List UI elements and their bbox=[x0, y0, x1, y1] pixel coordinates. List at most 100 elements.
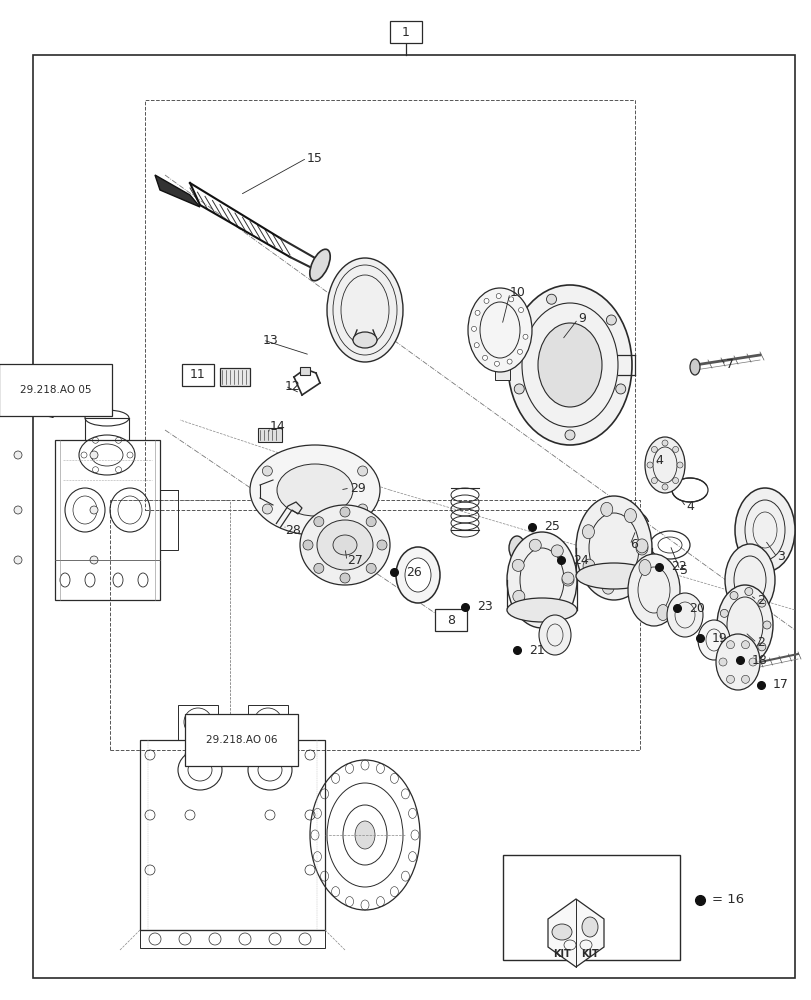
Ellipse shape bbox=[715, 634, 759, 690]
Ellipse shape bbox=[474, 310, 479, 315]
Text: 28: 28 bbox=[285, 524, 301, 536]
Text: 29.218.AO 05: 29.218.AO 05 bbox=[20, 385, 92, 395]
Text: 24: 24 bbox=[573, 554, 588, 566]
Ellipse shape bbox=[14, 451, 22, 459]
Ellipse shape bbox=[729, 592, 737, 600]
Bar bbox=[109, 500, 639, 750]
Ellipse shape bbox=[517, 349, 521, 354]
Text: 17: 17 bbox=[772, 678, 788, 692]
Ellipse shape bbox=[376, 540, 387, 550]
Ellipse shape bbox=[513, 384, 524, 394]
Text: 19: 19 bbox=[711, 632, 727, 644]
Ellipse shape bbox=[354, 821, 375, 849]
Ellipse shape bbox=[262, 504, 272, 514]
Ellipse shape bbox=[635, 539, 647, 553]
Text: KIT: KIT bbox=[581, 949, 599, 959]
Ellipse shape bbox=[518, 308, 523, 313]
Ellipse shape bbox=[530, 609, 542, 621]
Bar bbox=[160, 490, 178, 550]
Ellipse shape bbox=[508, 297, 513, 302]
Text: 3: 3 bbox=[776, 550, 784, 564]
Ellipse shape bbox=[748, 658, 756, 666]
Ellipse shape bbox=[726, 675, 734, 683]
Ellipse shape bbox=[340, 507, 350, 517]
Ellipse shape bbox=[539, 615, 570, 655]
Ellipse shape bbox=[581, 917, 597, 937]
Ellipse shape bbox=[724, 544, 774, 616]
Ellipse shape bbox=[90, 451, 98, 459]
Ellipse shape bbox=[496, 294, 500, 299]
Ellipse shape bbox=[646, 462, 652, 468]
Ellipse shape bbox=[508, 285, 631, 445]
Text: 29: 29 bbox=[350, 482, 365, 494]
Text: 21: 21 bbox=[528, 644, 544, 656]
Ellipse shape bbox=[396, 547, 440, 603]
Text: 4: 4 bbox=[654, 454, 662, 466]
Ellipse shape bbox=[581, 525, 594, 539]
Ellipse shape bbox=[551, 602, 564, 614]
Text: 4: 4 bbox=[685, 500, 693, 514]
Text: 6: 6 bbox=[629, 538, 637, 552]
Ellipse shape bbox=[522, 334, 527, 339]
Ellipse shape bbox=[672, 446, 678, 452]
Ellipse shape bbox=[644, 437, 684, 493]
Ellipse shape bbox=[313, 563, 324, 573]
Text: 27: 27 bbox=[346, 554, 363, 568]
Ellipse shape bbox=[508, 536, 525, 560]
Ellipse shape bbox=[676, 462, 682, 468]
Ellipse shape bbox=[313, 517, 324, 527]
Text: 7: 7 bbox=[725, 359, 733, 371]
Ellipse shape bbox=[529, 539, 541, 551]
Ellipse shape bbox=[729, 650, 737, 658]
Ellipse shape bbox=[606, 315, 616, 325]
Text: 20: 20 bbox=[689, 601, 704, 614]
Ellipse shape bbox=[627, 554, 679, 626]
Ellipse shape bbox=[506, 532, 577, 628]
Ellipse shape bbox=[366, 563, 375, 573]
Ellipse shape bbox=[734, 488, 794, 572]
Ellipse shape bbox=[467, 288, 531, 372]
Polygon shape bbox=[155, 175, 200, 207]
Ellipse shape bbox=[716, 585, 772, 665]
Ellipse shape bbox=[551, 924, 571, 940]
Ellipse shape bbox=[14, 556, 22, 564]
Text: 22: 22 bbox=[670, 560, 686, 574]
Ellipse shape bbox=[483, 298, 488, 303]
Ellipse shape bbox=[661, 484, 667, 490]
Ellipse shape bbox=[757, 643, 765, 651]
Ellipse shape bbox=[624, 572, 637, 586]
Bar bbox=[502, 855, 679, 960]
Ellipse shape bbox=[740, 641, 749, 649]
Ellipse shape bbox=[277, 464, 353, 516]
Bar bbox=[139, 740, 324, 930]
Ellipse shape bbox=[718, 658, 726, 666]
Text: 11: 11 bbox=[190, 368, 206, 381]
Ellipse shape bbox=[561, 572, 573, 584]
Ellipse shape bbox=[719, 609, 727, 617]
Ellipse shape bbox=[506, 598, 577, 622]
Ellipse shape bbox=[666, 593, 702, 637]
Bar bbox=[389, 21, 422, 43]
Ellipse shape bbox=[357, 466, 367, 476]
Ellipse shape bbox=[564, 430, 574, 440]
Ellipse shape bbox=[538, 323, 601, 407]
Ellipse shape bbox=[740, 675, 749, 683]
Ellipse shape bbox=[602, 580, 613, 594]
Bar bbox=[495, 350, 509, 380]
Bar bbox=[247, 705, 288, 740]
Text: 14: 14 bbox=[270, 420, 285, 434]
Bar bbox=[299, 367, 310, 375]
Ellipse shape bbox=[697, 620, 729, 660]
Ellipse shape bbox=[513, 590, 524, 602]
Ellipse shape bbox=[575, 563, 651, 589]
Ellipse shape bbox=[600, 502, 612, 516]
Ellipse shape bbox=[689, 359, 699, 375]
Text: KIT: KIT bbox=[552, 949, 570, 959]
Ellipse shape bbox=[615, 384, 625, 394]
Ellipse shape bbox=[638, 559, 650, 575]
Ellipse shape bbox=[474, 343, 478, 348]
Ellipse shape bbox=[262, 466, 272, 476]
Ellipse shape bbox=[250, 445, 380, 535]
Ellipse shape bbox=[494, 361, 499, 366]
Ellipse shape bbox=[546, 294, 556, 304]
